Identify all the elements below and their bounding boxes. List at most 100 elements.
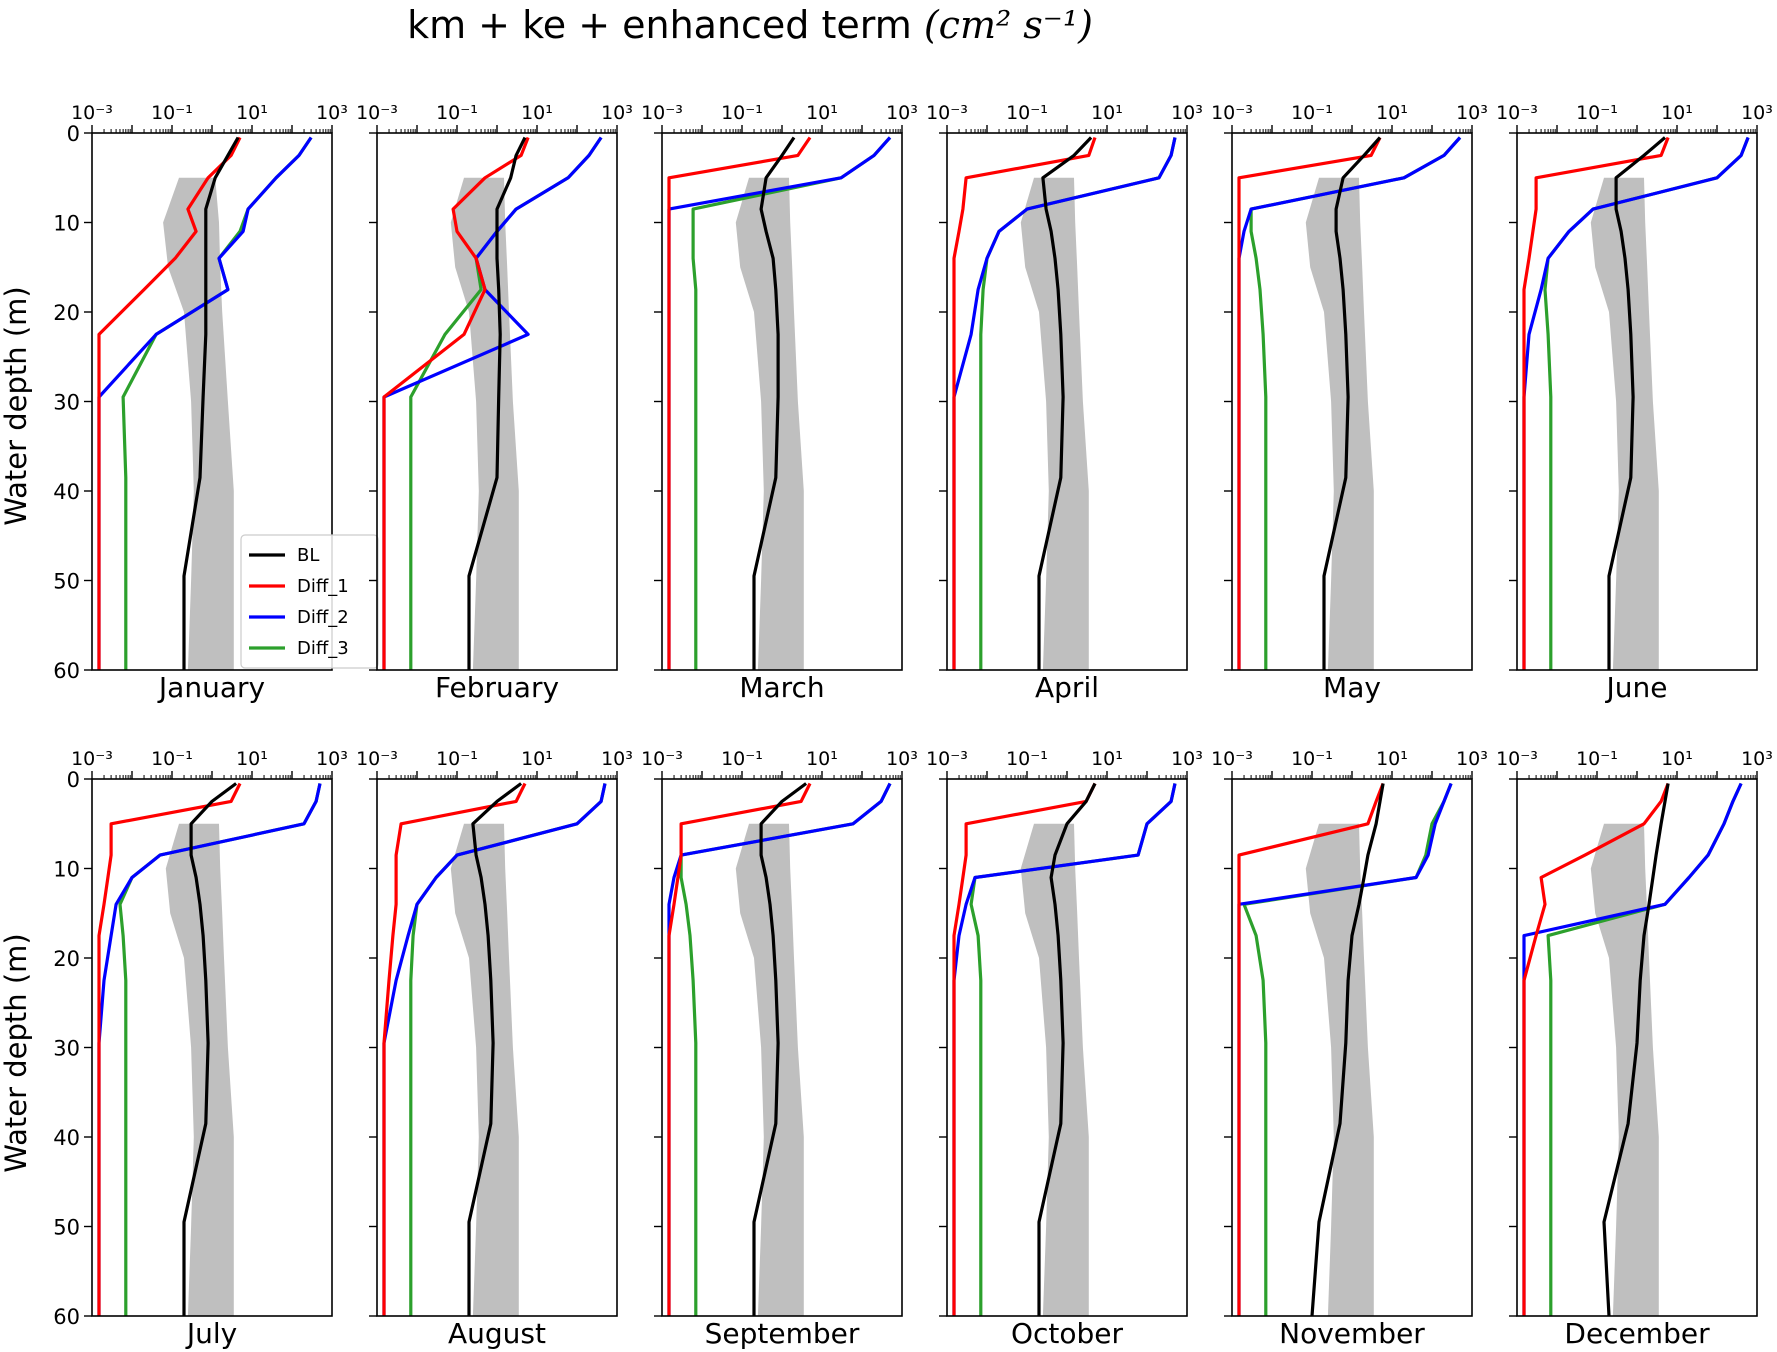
series-line-bl bbox=[1322, 136, 1382, 670]
series-line-diff-1 bbox=[1522, 136, 1670, 670]
x-tick-label: 10¹ bbox=[1376, 748, 1408, 770]
legend-label: Diff_1 bbox=[297, 576, 349, 597]
x-tick-label: 10¹ bbox=[806, 748, 838, 770]
series-line-diff-3 bbox=[1242, 782, 1453, 1316]
series-line-diff-1 bbox=[97, 136, 242, 670]
x-tick-label: 10⁻³ bbox=[1496, 748, 1538, 770]
x-tick-label: 10³ bbox=[601, 748, 633, 770]
x-tick-label: 10¹ bbox=[236, 102, 268, 124]
panel-month-label: May bbox=[1323, 671, 1381, 704]
legend-box bbox=[240, 534, 379, 669]
x-tick-label: 10⁻¹ bbox=[1576, 102, 1618, 124]
x-tick-label: 10⁻³ bbox=[1211, 748, 1253, 770]
x-tick-label: 10⁻³ bbox=[71, 102, 113, 124]
x-tick-label: 10¹ bbox=[1091, 102, 1123, 124]
x-tick-label: 10³ bbox=[316, 748, 348, 770]
panel-february: 10⁻³ 10⁻¹ 10¹ 10³ February bbox=[356, 102, 633, 704]
x-tick-label: 10¹ bbox=[806, 102, 838, 124]
series-line-bl bbox=[1602, 783, 1670, 1316]
figure-title-unit: (cm² s⁻¹) bbox=[924, 3, 1093, 47]
x-tick-label: 10⁻³ bbox=[926, 102, 968, 124]
panel-july: 10⁻³ 10⁻¹ 10¹ 10³ 0 10 20 30 40 50 60 July bbox=[53, 748, 348, 1350]
series-line-bl bbox=[182, 136, 240, 670]
legend-label: BL bbox=[297, 545, 319, 566]
x-tick-label: 10⁻¹ bbox=[721, 102, 763, 124]
panel-month-label: September bbox=[705, 1317, 860, 1350]
series-line-bl bbox=[1037, 136, 1093, 670]
series-line-bl bbox=[467, 782, 523, 1316]
panel-august: 10⁻³ 10⁻¹ 10¹ 10³ August bbox=[356, 748, 633, 1350]
panel-october: 10⁻³ 10⁻¹ 10¹ 10³ October bbox=[926, 748, 1203, 1350]
x-tick-label: 10³ bbox=[1456, 748, 1488, 770]
legend-label: Diff_3 bbox=[297, 638, 349, 659]
shade-band bbox=[1305, 177, 1374, 670]
x-tick-label: 10³ bbox=[1456, 102, 1488, 124]
panel-month-label: October bbox=[1011, 1317, 1124, 1350]
panel-may: 10⁻³ 10⁻¹ 10¹ 10³ May bbox=[1211, 102, 1488, 704]
series-line-diff-1 bbox=[1522, 782, 1670, 1316]
series-line-diff-1 bbox=[1237, 136, 1382, 670]
x-tick-label: 10⁻¹ bbox=[1291, 102, 1333, 124]
panels-group: 10⁻³ 10⁻¹ 10¹ 10³ 0 10 20 30 40 50 60 January BL Diff… bbox=[53, 102, 1773, 1350]
x-tick-label: 10³ bbox=[1741, 748, 1773, 770]
x-tick-label: 10⁻³ bbox=[641, 102, 683, 124]
series-line-bl bbox=[752, 136, 796, 670]
panel-september: 10⁻³ 10⁻¹ 10¹ 10³ September bbox=[641, 748, 918, 1350]
x-tick-label: 10¹ bbox=[521, 748, 553, 770]
series-line-bl bbox=[1037, 782, 1097, 1316]
series-line-diff-1 bbox=[952, 782, 1097, 1316]
y-tick-label: 30 bbox=[53, 391, 80, 415]
y-tick-label: 10 bbox=[53, 212, 80, 236]
y-axis-label-top: Water depth (m) bbox=[0, 286, 33, 525]
panel-month-label: July bbox=[185, 1317, 237, 1350]
x-tick-label: 10⁻¹ bbox=[1006, 102, 1048, 124]
y-tick-label: 60 bbox=[53, 659, 80, 683]
y-tick-label: 40 bbox=[53, 480, 80, 504]
y-tick-label: 10 bbox=[53, 858, 80, 882]
x-tick-label: 10⁻³ bbox=[1496, 102, 1538, 124]
y-tick-label: 40 bbox=[53, 1126, 80, 1150]
y-tick-label: 0 bbox=[67, 122, 80, 146]
x-tick-label: 10³ bbox=[1171, 748, 1203, 770]
panel-month-label: August bbox=[448, 1317, 546, 1350]
x-tick-label: 10³ bbox=[1171, 102, 1203, 124]
series-line-bl bbox=[467, 136, 527, 670]
panel-month-label: March bbox=[739, 671, 824, 704]
panel-month-label: April bbox=[1035, 671, 1099, 704]
x-tick-label: 10⁻³ bbox=[641, 748, 683, 770]
x-tick-label: 10³ bbox=[601, 102, 633, 124]
x-tick-label: 10⁻³ bbox=[356, 102, 398, 124]
x-tick-label: 10⁻¹ bbox=[436, 102, 478, 124]
x-tick-label: 10⁻¹ bbox=[1006, 748, 1048, 770]
x-tick-label: 10⁻¹ bbox=[721, 748, 763, 770]
x-tick-label: 10⁻³ bbox=[71, 748, 113, 770]
shade-band bbox=[1020, 177, 1089, 670]
series-line-diff-1 bbox=[667, 782, 812, 1316]
shade-band bbox=[735, 823, 804, 1316]
figure-title: km + ke + enhanced term (cm² s⁻¹) bbox=[407, 3, 1093, 47]
x-tick-label: 10¹ bbox=[1376, 102, 1408, 124]
figure-title-main: km + ke + enhanced term bbox=[407, 3, 912, 47]
x-tick-label: 10⁻¹ bbox=[1291, 748, 1333, 770]
legend-label: Diff_2 bbox=[297, 607, 349, 628]
panel-march: 10⁻³ 10⁻¹ 10¹ 10³ March bbox=[641, 102, 918, 704]
shade-band bbox=[1020, 823, 1089, 1316]
x-tick-label: 10⁻³ bbox=[1211, 102, 1253, 124]
series-line-bl bbox=[1310, 783, 1385, 1316]
x-tick-label: 10⁻³ bbox=[356, 748, 398, 770]
panel-month-label: November bbox=[1279, 1317, 1425, 1350]
legend-item-diff-2: Diff_2 bbox=[249, 607, 349, 628]
panel-june: 10⁻³ 10⁻¹ 10¹ 10³ June bbox=[1496, 102, 1773, 704]
series-line-diff-1 bbox=[382, 782, 527, 1316]
x-tick-label: 10⁻¹ bbox=[151, 748, 193, 770]
panel-month-label: December bbox=[1564, 1317, 1710, 1350]
series-line-diff-1 bbox=[952, 136, 1097, 670]
x-tick-label: 10¹ bbox=[1091, 748, 1123, 770]
y-tick-label: 20 bbox=[53, 301, 80, 325]
x-tick-label: 10¹ bbox=[521, 102, 553, 124]
y-tick-label: 50 bbox=[53, 1216, 80, 1240]
panel-january: 10⁻³ 10⁻¹ 10¹ 10³ 0 10 20 30 40 50 60 January BL Diff… bbox=[53, 102, 379, 704]
panel-april: 10⁻³ 10⁻¹ 10¹ 10³ April bbox=[926, 102, 1203, 704]
x-tick-label: 10¹ bbox=[1661, 748, 1693, 770]
